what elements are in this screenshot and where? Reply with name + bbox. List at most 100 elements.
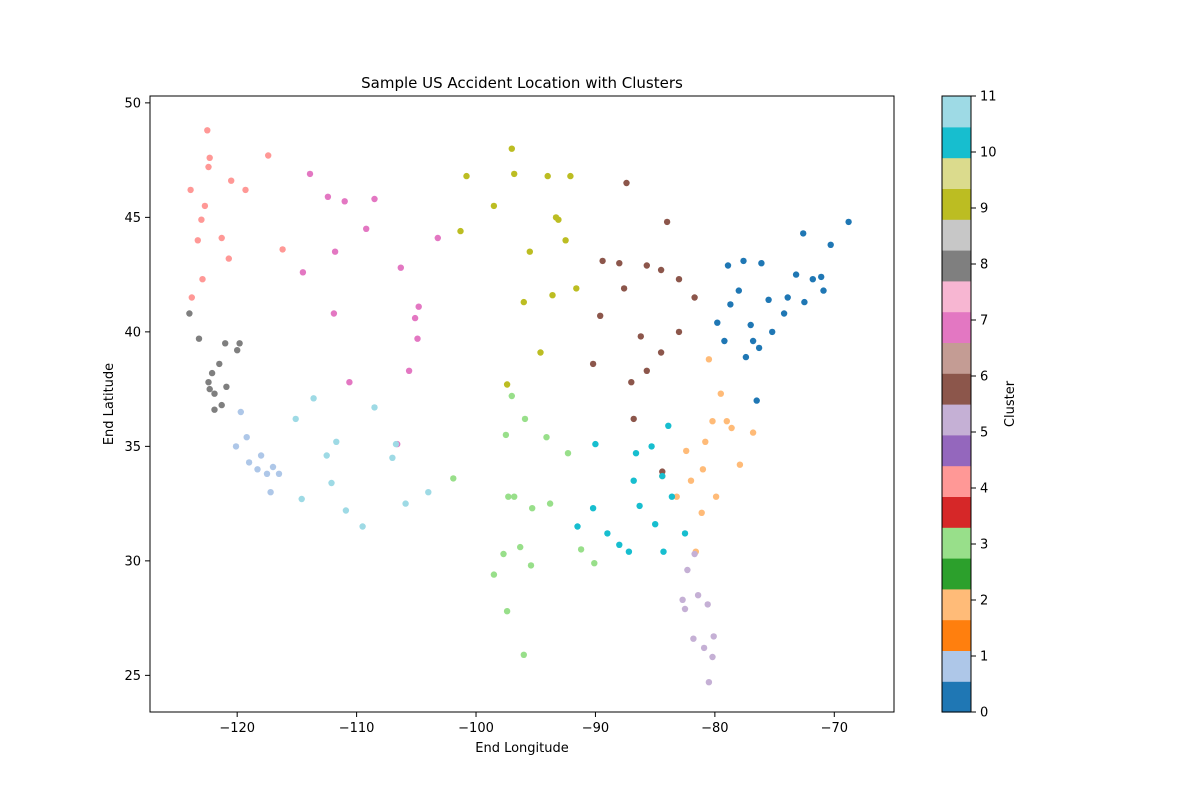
scatter-point [328, 479, 335, 487]
colorbar-segment [942, 280, 971, 313]
scatter-point [508, 392, 515, 400]
scatter-point [411, 314, 419, 322]
scatter-point [801, 298, 808, 306]
scatter-point [205, 163, 212, 171]
scatter-points [186, 127, 852, 686]
scatter-point [597, 312, 604, 319]
scatter-point [503, 381, 511, 388]
x-axis-ticks: −120 −110 −100 −90 −80 −70 [219, 712, 848, 736]
scatter-point [620, 285, 628, 292]
x-tick-label: −120 [219, 721, 255, 736]
scatter-point [758, 260, 765, 267]
scatter-point [599, 257, 606, 265]
scatter-point [564, 450, 572, 457]
scatter-point [630, 415, 637, 423]
scatter-point [397, 264, 404, 271]
scatter-point [709, 653, 716, 661]
colorbar-segment [942, 558, 971, 590]
scatter-point [457, 227, 464, 235]
scatter-point [187, 186, 194, 194]
scatter-point [490, 571, 498, 578]
scatter-point [616, 260, 623, 267]
scatter-point [544, 172, 551, 180]
scatter-point [223, 383, 230, 390]
scatter-point [543, 434, 550, 441]
scatter-point [245, 459, 253, 466]
colorbar-segment [942, 496, 971, 528]
x-tick-label: −90 [582, 721, 609, 736]
scatter-point [735, 287, 742, 294]
scatter-point [201, 202, 209, 210]
scatter-point [371, 195, 378, 203]
scatter-point [526, 248, 533, 255]
scatter-point [205, 379, 212, 386]
scatter-point [341, 198, 348, 205]
colorbar-tick-label: 0 [980, 706, 988, 721]
scatter-point [681, 605, 689, 613]
scatter-point [630, 477, 637, 484]
colorbar-tick-label: 9 [980, 202, 988, 217]
scatter-point [218, 401, 225, 409]
scatter-point [275, 470, 283, 477]
scatter-point [267, 489, 274, 496]
y-tick-label: 25 [124, 669, 141, 684]
colorbar-segment [942, 404, 971, 436]
scatter-point [765, 296, 772, 303]
y-tick-label: 45 [124, 211, 141, 226]
scatter-point [216, 360, 223, 368]
scatter-point [463, 172, 470, 180]
scatter-point [389, 454, 396, 461]
scatter-point [204, 127, 211, 134]
scatter-point [306, 170, 314, 178]
scatter-point [769, 328, 776, 336]
colorbar-tick-label: 10 [980, 146, 997, 161]
scatter-point [591, 560, 598, 567]
scatter-point [659, 472, 666, 480]
colorbar-tick-label: 1 [980, 650, 988, 665]
scatter-point [232, 443, 240, 450]
scatter-point [195, 335, 203, 342]
colorbar-segment [942, 96, 971, 128]
scatter-point [691, 294, 698, 301]
scatter-point [298, 495, 305, 503]
colorbar-segment [942, 650, 971, 682]
scatter-point [749, 429, 757, 436]
scatter-point [414, 335, 421, 342]
scatter-point [323, 452, 330, 459]
scatter-point [299, 269, 307, 276]
scatter-point [546, 500, 554, 507]
scatter-point [371, 404, 378, 411]
scatter-point [589, 505, 597, 512]
scatter-point [702, 438, 709, 445]
scatter-point [402, 500, 409, 507]
scatter-point [537, 349, 544, 356]
scatter-point [511, 493, 518, 500]
scatter-point [636, 502, 643, 510]
scatter-point [643, 262, 650, 269]
scatter-point [236, 340, 243, 347]
scatter-point [511, 170, 518, 178]
scatter-point [710, 633, 717, 640]
scatter-point [505, 493, 512, 500]
scatter-point [574, 523, 581, 530]
colorbar-segment [942, 311, 971, 343]
colorbar-tick-label: 8 [980, 258, 988, 273]
scatter-point [736, 461, 744, 468]
scatter-point [450, 475, 457, 482]
scatter-point [818, 273, 825, 281]
scatter-point [698, 509, 705, 516]
scatter-point [648, 443, 655, 450]
scatter-point [520, 651, 527, 658]
scatter-point [728, 424, 735, 432]
scatter-point [721, 337, 728, 345]
scatter-point [712, 493, 720, 500]
scatter-point [279, 246, 286, 253]
scatter-point [265, 152, 272, 159]
scatter-point [225, 255, 232, 262]
colorbar-tick-label: 5 [980, 426, 988, 441]
scatter-point [206, 154, 213, 161]
scatter-point [310, 395, 317, 402]
scatter-point [780, 310, 788, 317]
